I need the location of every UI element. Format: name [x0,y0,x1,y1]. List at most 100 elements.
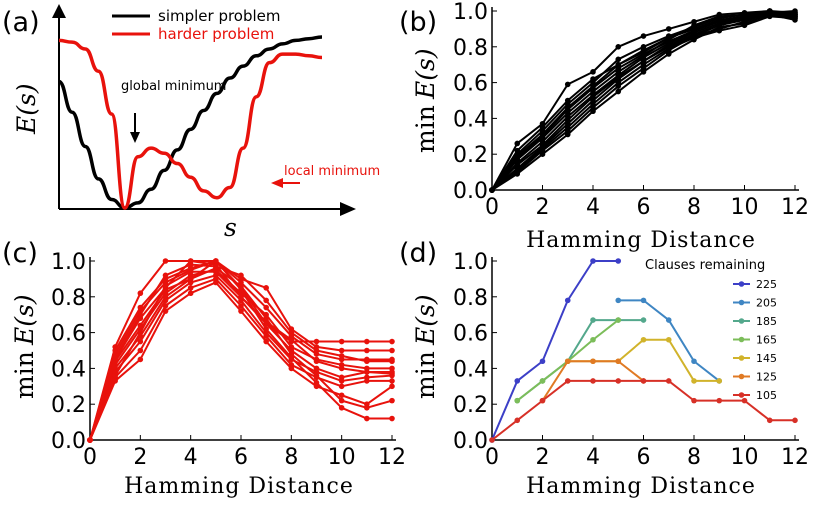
legend-d-label-145: 145 [756,352,777,365]
xtick-label-b: 10 [731,195,759,220]
data-point-b [691,35,697,41]
legend-d-label-125: 125 [756,371,777,384]
xtick-label-b: 0 [485,195,499,220]
data-point-c [288,329,295,336]
data-point-c [338,378,345,384]
data-point-c [263,319,269,325]
legend-d-marker-185 [738,318,745,324]
legend-d-marker-145 [738,355,745,361]
xtick-label-d: 4 [586,445,600,470]
ytick-label-b: 0.0 [453,179,488,204]
data-point-c [338,347,345,354]
ytick-label-b: 0.8 [453,36,488,61]
data-point-d [615,317,622,323]
data-point-c [338,353,345,359]
data-point-c [364,369,370,375]
annotation-local-minimum: local minimum [284,164,380,179]
data-point-d [766,417,773,424]
legend-a-simpler: simpler problem [158,7,281,25]
data-point-c [338,383,345,390]
panel-label-b: (b) [399,7,437,38]
ylabel-c-math: E(s) [10,294,39,346]
ytick-label-c: 0.4 [51,357,86,382]
data-point-d [615,378,622,384]
data-point-b [539,124,546,131]
data-point-c [389,378,395,384]
arrow-global-head [130,132,140,143]
data-point-b [665,45,672,52]
arrowhead-a-y [52,4,66,18]
data-point-d [590,317,596,323]
data-point-b [640,52,647,59]
xtick-label-b: 4 [586,195,600,220]
data-point-c [187,290,194,297]
data-point-b [564,124,571,131]
data-point-c [187,276,194,282]
series-line-b-6 [491,13,796,191]
data-point-c [338,365,345,372]
data-point-b [514,162,521,168]
ytick-label-d: 1.0 [453,250,488,275]
axis-title-c-y: min E(s) [10,294,39,399]
axis-title-b-x: Hamming Distance [526,228,756,253]
xtick-label-c: 12 [378,445,406,470]
data-point-d [640,317,647,323]
panel-d: (d) 0.0 0.2 0.4 0.6 0.8 1.0 0 2 4 6 8 10 12 Hamming … [399,238,809,499]
data-point-b [489,187,495,193]
legend-d-label-225: 225 [756,278,777,291]
legend-d-marker-225 [738,281,745,287]
legend-d-marker-105 [738,392,745,398]
data-point-d [691,397,697,404]
series-line-d-105 [491,379,795,441]
legend-d-label-105: 105 [756,389,777,402]
legend-d: 225 205 185 165 145 125 105 [733,278,777,402]
data-point-b [564,131,571,138]
data-point-b [539,146,546,152]
data-point-d [691,358,697,365]
data-point-b [640,33,647,39]
data-point-c [162,258,169,264]
panel-label-a: (a) [2,7,40,38]
data-point-c [187,261,194,268]
data-point-c [263,338,269,345]
ytick-label-b: 0.2 [453,143,488,168]
data-point-d [590,378,596,384]
data-point-d [539,358,546,365]
data-point-c [162,272,169,279]
ylabel-b-math: E(s) [411,48,440,100]
ytick-label-b: 0.6 [453,72,488,97]
data-point-d [564,297,571,304]
data-point-b [792,8,798,14]
data-point-b [564,104,571,111]
ytick-label-d: 0.8 [453,286,488,311]
data-point-b [665,26,672,32]
data-point-c [213,268,219,275]
xtick-label-b: 6 [637,195,651,220]
data-point-c [137,304,144,311]
axis-title-b-y: min E(s) [411,48,440,153]
xtick-label-c: 8 [284,445,298,470]
data-point-c [364,415,370,422]
series-line-b-2 [491,11,795,191]
data-point-c [238,286,244,293]
data-point-b [514,140,521,147]
data-point-b [716,27,723,34]
curve-a-harder [58,38,323,210]
data-point-b [741,22,748,29]
data-point-c [389,397,395,404]
data-point-b [615,79,622,86]
data-point-d [716,397,723,404]
xtick-label-c: 10 [328,445,356,470]
data-point-c [213,258,219,264]
data-point-c [288,354,295,361]
data-point-c [213,279,219,286]
data-point-c [389,358,395,365]
data-point-c [313,347,320,354]
data-point-c [364,378,370,384]
data-point-b [590,83,596,89]
arrowhead-a-x [340,202,356,216]
data-point-b [590,76,596,82]
legend-d-label-165: 165 [756,334,777,347]
data-point-c [137,290,144,297]
